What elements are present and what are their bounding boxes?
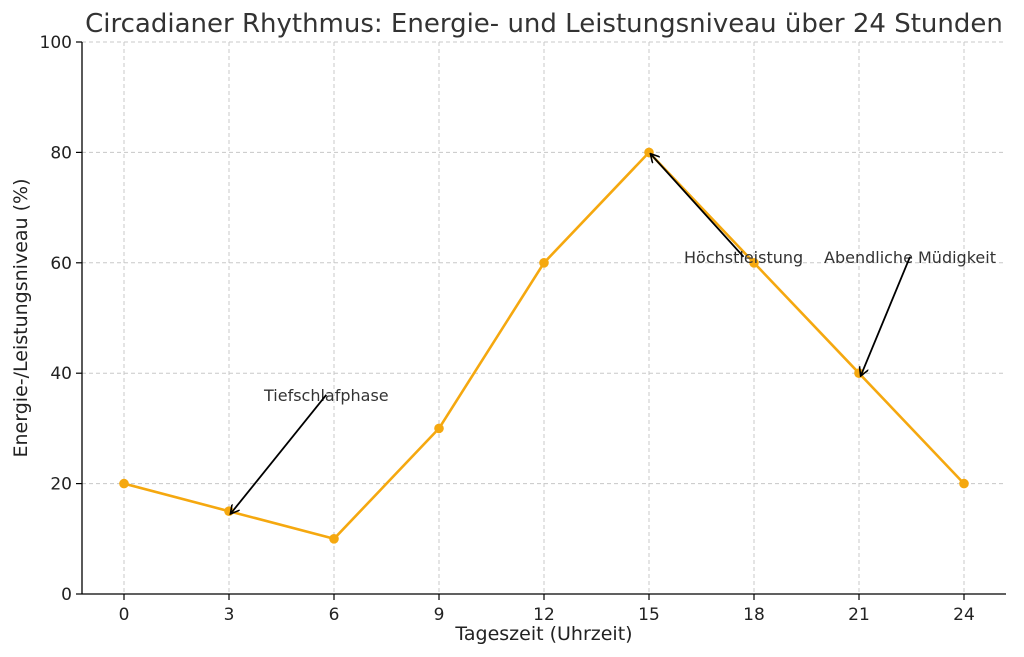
x-tick-label: 21 [848, 605, 870, 625]
y-tick-label: 80 [50, 143, 72, 163]
annotation-label: Höchstleistung [684, 248, 803, 267]
data-point [434, 423, 444, 434]
x-axis-ticks: 0 3 6 9 12 15 18 21 24 [119, 594, 975, 625]
y-axis-label: Energie-/Leistungsniveau (%) [10, 179, 32, 458]
x-tick-label: 0 [119, 605, 130, 625]
data-point [959, 478, 969, 489]
data-point [539, 258, 549, 268]
y-tick-label: 100 [40, 33, 72, 53]
y-tick-label: 40 [50, 364, 72, 384]
data-point [329, 534, 339, 544]
chart-title: Circadianer Rhythmus: Energie- und Leist… [85, 9, 1003, 39]
x-axis-label: Tageszeit (Uhrzeit) [454, 623, 632, 645]
annotation-arrow [231, 394, 328, 513]
x-tick-label: 18 [743, 605, 765, 625]
data-point [119, 478, 129, 489]
x-tick-label: 15 [638, 605, 660, 625]
x-tick-label: 12 [533, 605, 555, 625]
y-tick-label: 0 [61, 585, 72, 605]
y-axis-ticks: 0 20 40 60 80 100 [40, 33, 82, 605]
annotation-arrow [861, 256, 911, 375]
x-tick-label: 6 [329, 605, 340, 625]
x-tick-label: 24 [953, 605, 975, 625]
annotation-arrow [651, 154, 745, 258]
x-tick-label: 3 [224, 605, 235, 625]
data-point [749, 258, 759, 268]
y-tick-label: 60 [50, 254, 72, 274]
x-tick-label: 9 [434, 605, 445, 625]
y-tick-label: 20 [50, 475, 72, 495]
grid [82, 41, 1006, 594]
